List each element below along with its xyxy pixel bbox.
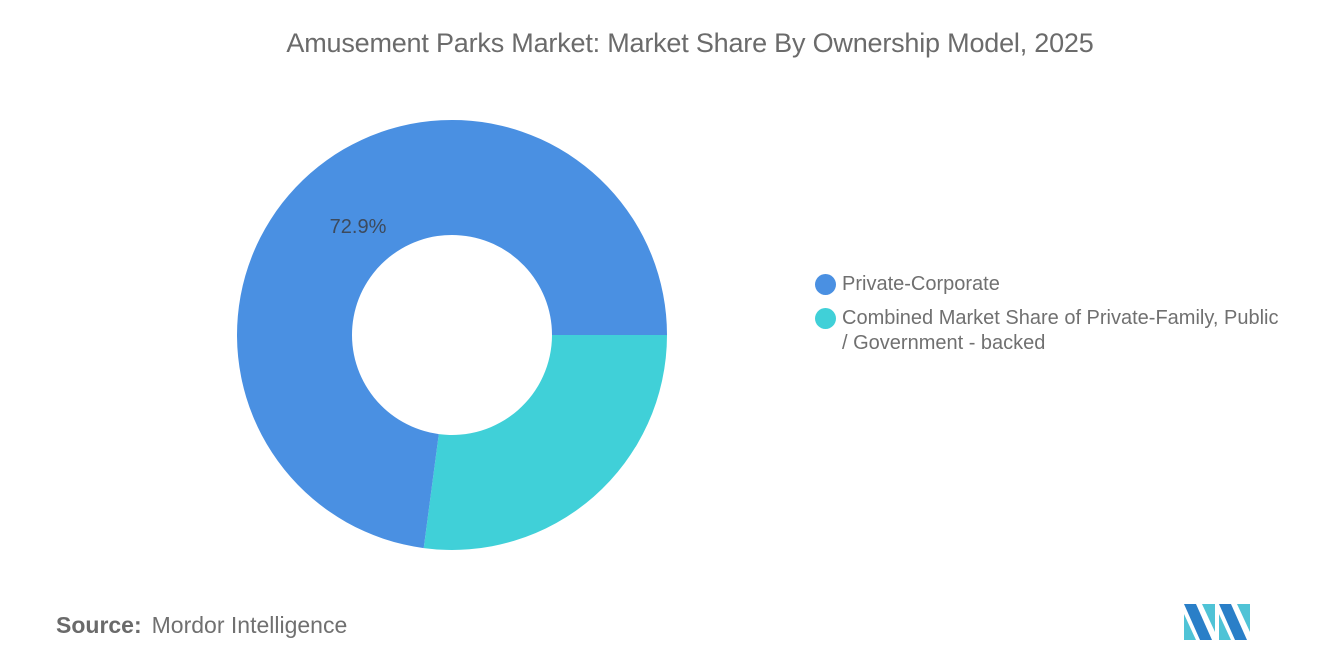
chart-title: Amusement Parks Market: Market Share By … <box>0 28 1320 59</box>
mordor-intelligence-logo-icon <box>1184 604 1250 640</box>
source-value: Mordor Intelligence <box>151 612 348 638</box>
chart-legend: Private-Corporate Combined Market Share … <box>815 272 1292 365</box>
legend-item-combined-other[interactable]: Combined Market Share of Private-Family,… <box>815 306 1292 356</box>
legend-label: Private-Corporate <box>842 273 1000 295</box>
data-label-private-corporate: 72.9% <box>330 216 387 238</box>
legend-dot-icon <box>815 274 836 295</box>
chart-title-text: Amusement Parks Market: Market Share By … <box>286 28 1094 58</box>
legend-label: Combined Market Share of Private-Family,… <box>842 307 1279 354</box>
legend-dot-icon <box>815 308 836 329</box>
donut-segment-combined-other[interactable] <box>423 335 667 550</box>
source-attribution: Source: Mordor Intelligence <box>56 612 347 639</box>
donut-segment-private-corporate[interactable] <box>237 119 668 549</box>
legend-item-private-corporate[interactable]: Private-Corporate <box>815 272 1292 297</box>
source-label: Source: <box>56 612 142 638</box>
